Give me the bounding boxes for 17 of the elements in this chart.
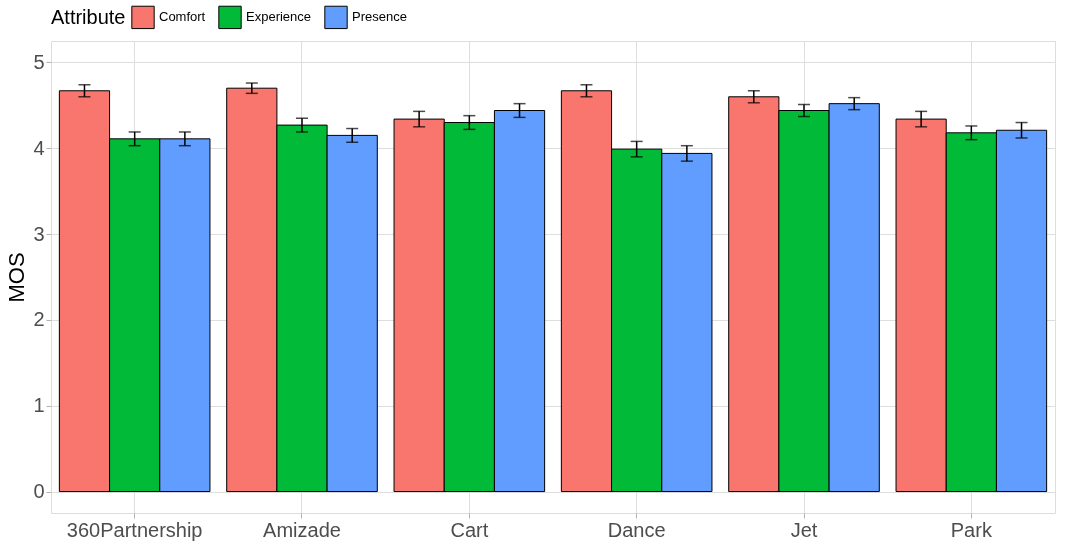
y-tick-label: 2 (33, 308, 45, 331)
x-tick-label: Amizade (263, 518, 341, 541)
x-tick-label: Cart (450, 518, 489, 541)
y-tick-label: 1 (33, 394, 45, 417)
x-tick-label: 360Partnership (66, 518, 203, 541)
x-tick-label: Park (950, 518, 993, 541)
y-tick-label: 5 (33, 50, 45, 73)
legend-label: Presence (352, 9, 407, 25)
legend-label: Experience (246, 9, 312, 25)
x-tick-label: Dance (607, 518, 666, 541)
y-tick-label: 0 (33, 480, 45, 503)
y-tick-label: 3 (33, 222, 45, 245)
legend-label: Comfort (159, 9, 206, 25)
y-axis-title: MOS (4, 252, 30, 303)
x-tick-label: Jet (790, 518, 818, 541)
legend-title: Attribute (51, 6, 126, 28)
y-tick-label: 4 (33, 136, 45, 159)
